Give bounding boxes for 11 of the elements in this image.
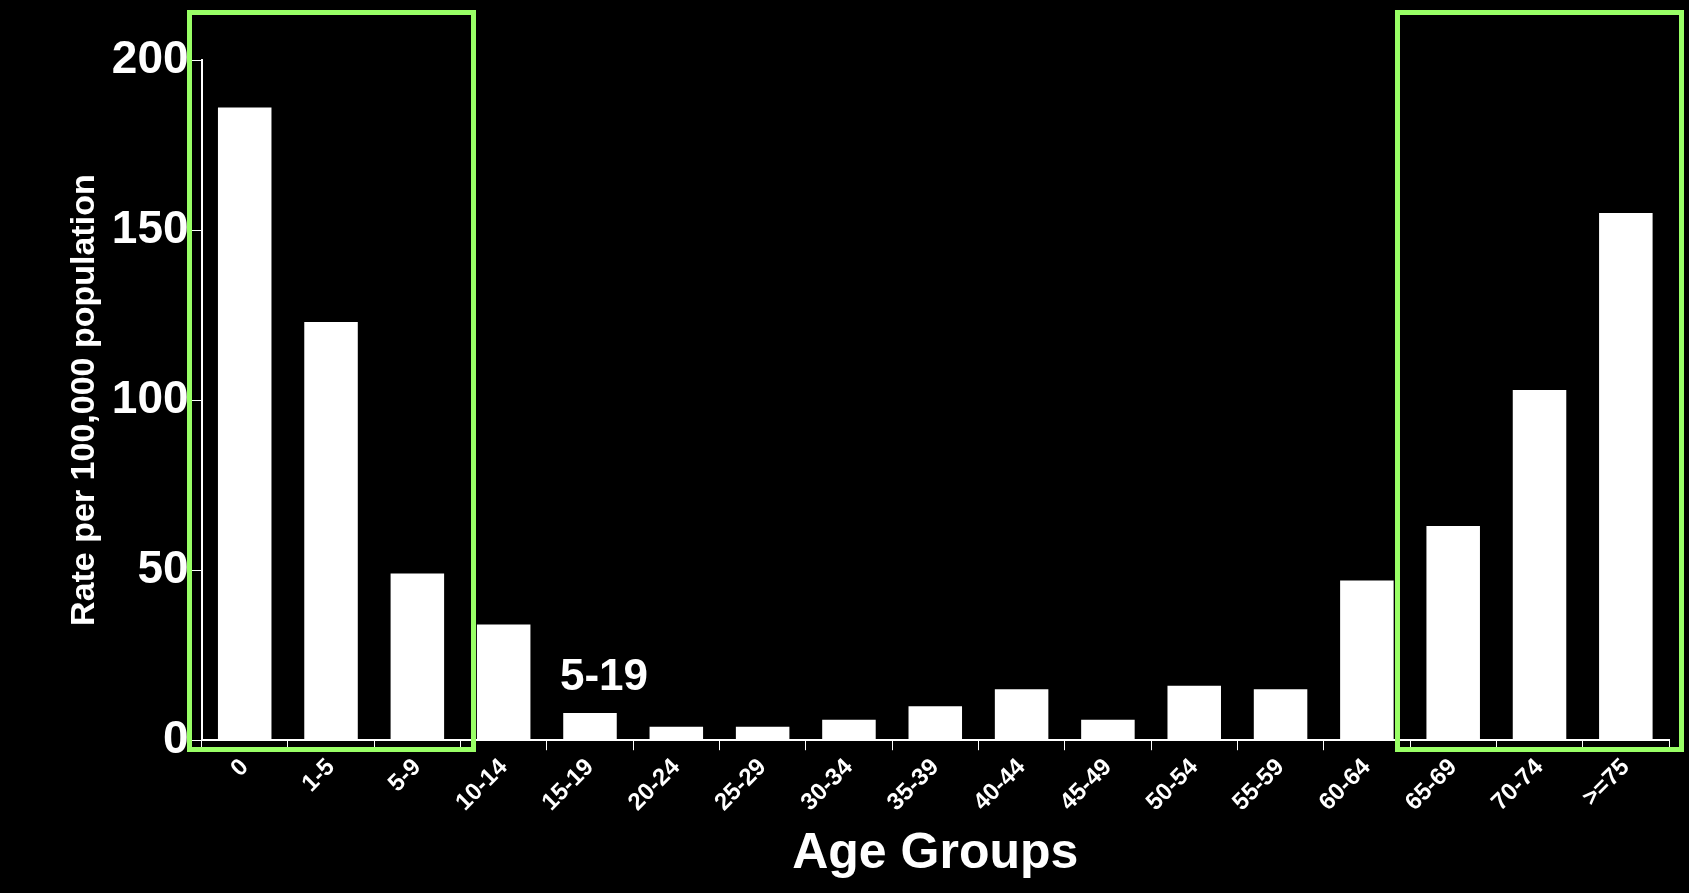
- x-tick-label: 0: [224, 752, 253, 782]
- annotation: 5-19: [559, 650, 649, 700]
- x-tick-label: 1-5: [295, 752, 340, 797]
- y-tick-label: 200: [111, 30, 189, 83]
- y-tick-label: 0: [162, 710, 189, 763]
- y-tick-label: 50: [137, 540, 189, 593]
- x-axis-title: Age Groups: [792, 822, 1079, 879]
- x-tick-label: 5-9: [381, 752, 426, 797]
- y-tick-label: 100: [111, 370, 189, 423]
- y-tick-label: 150: [111, 200, 189, 253]
- y-axis-title: Rate per 100,000 population: [62, 174, 101, 626]
